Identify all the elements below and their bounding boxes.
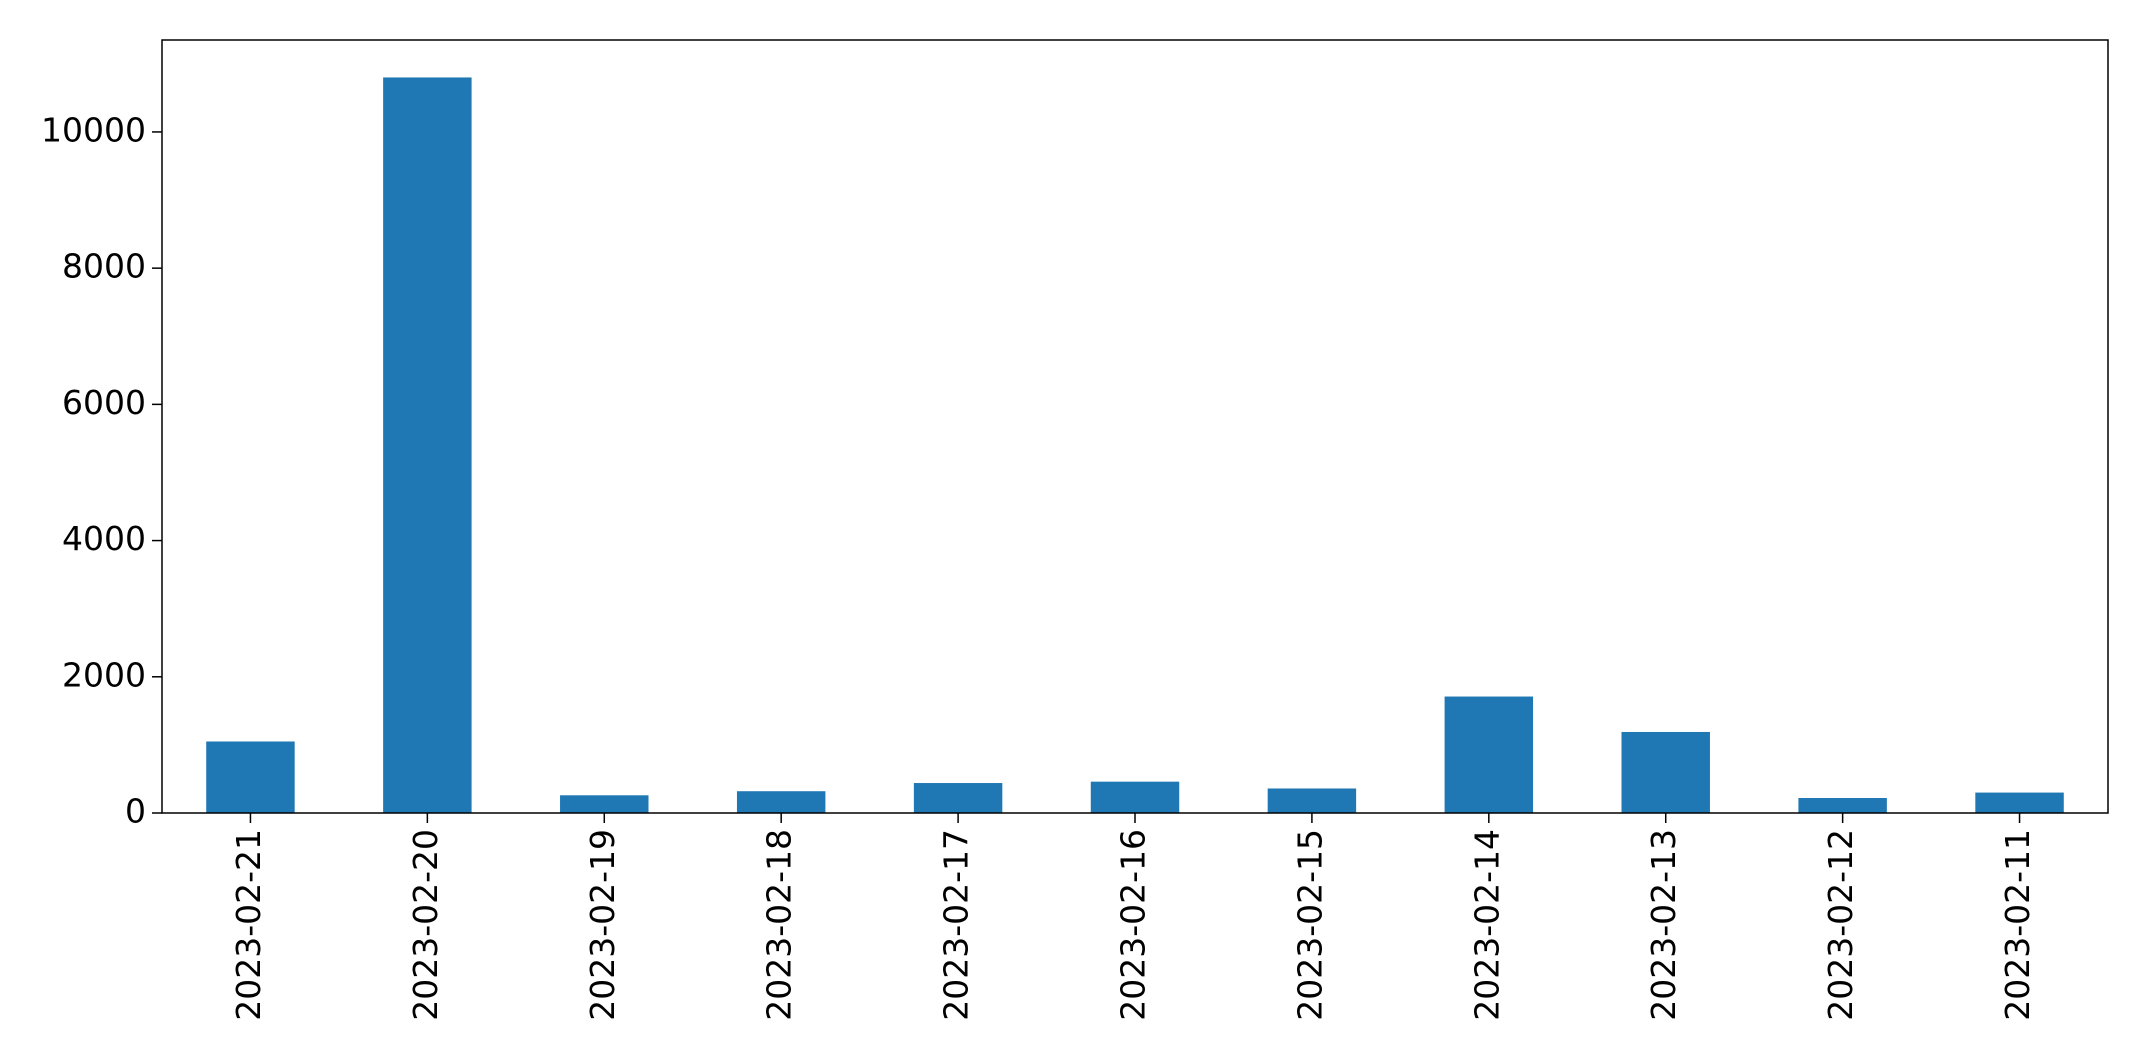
y-tick-label: 6000 xyxy=(62,383,146,422)
x-tick-label: 2023-02-17 xyxy=(937,829,976,1021)
plot-frame xyxy=(161,39,2109,814)
bar xyxy=(206,741,295,813)
bar xyxy=(1975,792,2064,813)
bar xyxy=(1444,696,1534,813)
x-tick-label: 2023-02-12 xyxy=(1821,829,1860,1021)
bar xyxy=(1267,788,1357,813)
y-tick-label: 8000 xyxy=(62,247,146,286)
bar xyxy=(560,795,649,813)
y-tick-label: 4000 xyxy=(62,519,146,558)
bar xyxy=(1798,798,1887,813)
bar xyxy=(1090,781,1180,813)
y-tick-label: 10000 xyxy=(41,110,146,149)
x-tick-label: 2023-02-21 xyxy=(229,829,268,1021)
x-tick-label: 2023-02-13 xyxy=(1644,829,1683,1021)
bar xyxy=(383,77,472,814)
bar xyxy=(736,791,826,813)
x-tick-label: 2023-02-11 xyxy=(1998,829,2037,1021)
bar xyxy=(913,783,1003,813)
y-tick-label: 0 xyxy=(125,792,146,831)
x-tick-label: 2023-02-14 xyxy=(1467,829,1506,1021)
x-tick-label: 2023-02-16 xyxy=(1114,829,1153,1021)
x-tick-label: 2023-02-20 xyxy=(406,829,445,1021)
y-tick-label: 2000 xyxy=(62,655,146,694)
x-tick-label: 2023-02-18 xyxy=(760,829,799,1021)
x-tick-label: 2023-02-19 xyxy=(583,829,622,1021)
x-tick-label: 2023-02-15 xyxy=(1290,829,1329,1021)
bar xyxy=(1621,731,1710,813)
